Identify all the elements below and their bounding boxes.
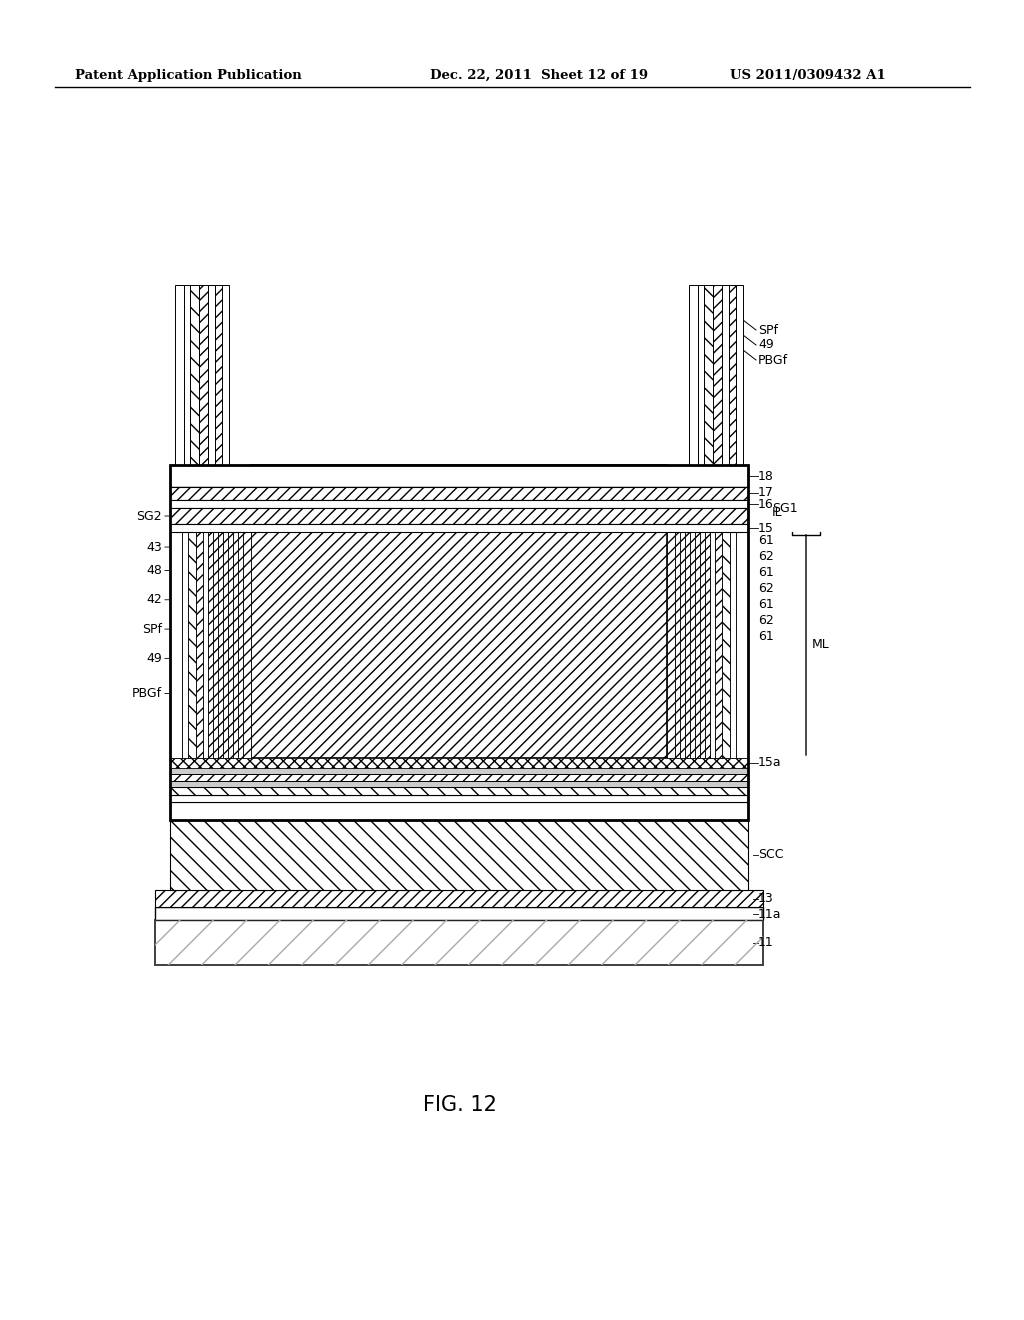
Text: 61: 61 (758, 533, 774, 546)
Bar (170, 508, 748, 524)
Bar (710, 465, 715, 758)
Text: 61: 61 (758, 565, 774, 578)
Text: SCC: SCC (758, 849, 783, 862)
Text: 49: 49 (758, 338, 774, 351)
Bar (182, 465, 188, 758)
Text: 11: 11 (758, 936, 774, 949)
Text: 49: 49 (146, 652, 162, 665)
Bar (685, 465, 690, 758)
Bar (736, 465, 748, 758)
Text: 18: 18 (758, 470, 774, 483)
Text: IL: IL (772, 506, 782, 519)
Bar (170, 465, 748, 820)
Text: SG2: SG2 (136, 510, 162, 523)
Text: 16: 16 (758, 498, 774, 511)
Bar (188, 465, 196, 758)
Text: 61: 61 (758, 598, 774, 610)
Bar (155, 920, 763, 965)
Bar (215, 285, 222, 465)
Text: 15: 15 (758, 521, 774, 535)
Bar (689, 285, 698, 465)
Bar (208, 285, 215, 465)
Text: 13: 13 (758, 892, 774, 906)
Text: 62: 62 (758, 614, 774, 627)
Bar (680, 465, 685, 758)
Bar (170, 487, 748, 500)
Bar (170, 781, 748, 787)
Bar (196, 465, 203, 758)
Bar (155, 920, 763, 965)
Bar (695, 465, 700, 758)
Bar (170, 820, 748, 890)
Bar (190, 285, 199, 465)
Bar (667, 465, 675, 758)
Bar (170, 787, 748, 795)
Text: 43: 43 (146, 541, 162, 553)
Bar (213, 465, 218, 758)
Bar (705, 285, 713, 465)
Text: 48: 48 (146, 564, 162, 577)
Text: 42: 42 (146, 593, 162, 606)
Bar (170, 465, 748, 487)
Text: 61: 61 (758, 630, 774, 643)
Bar (155, 907, 763, 920)
Bar (170, 500, 748, 508)
Bar (208, 465, 213, 758)
Bar (730, 465, 736, 758)
Bar (705, 465, 710, 758)
Bar (675, 465, 680, 758)
Text: Patent Application Publication: Patent Application Publication (75, 69, 302, 82)
Text: SG1: SG1 (772, 502, 798, 515)
Text: PBGf: PBGf (758, 354, 788, 367)
Text: SPf: SPf (142, 623, 162, 636)
Bar (170, 758, 748, 768)
Bar (251, 465, 667, 758)
Bar (722, 285, 729, 465)
Bar (228, 465, 233, 758)
Text: FIG. 12: FIG. 12 (423, 1096, 497, 1115)
Bar (170, 774, 748, 781)
Text: Dec. 22, 2011  Sheet 12 of 19: Dec. 22, 2011 Sheet 12 of 19 (430, 69, 648, 82)
Text: US 2011/0309432 A1: US 2011/0309432 A1 (730, 69, 886, 82)
Bar (700, 465, 705, 758)
Bar (238, 465, 243, 758)
Bar (170, 795, 748, 803)
Bar (729, 285, 736, 465)
Bar (223, 465, 228, 758)
Bar (155, 890, 763, 907)
Bar (170, 465, 182, 758)
Bar (233, 465, 238, 758)
Bar (218, 465, 223, 758)
Bar (175, 285, 184, 465)
Bar (170, 524, 748, 532)
Bar (698, 285, 705, 465)
Bar (690, 465, 695, 758)
Text: 15a: 15a (758, 756, 781, 770)
Text: SPf: SPf (758, 323, 778, 337)
Bar (715, 465, 722, 758)
Bar (184, 285, 190, 465)
Text: ML: ML (812, 639, 829, 652)
Bar (170, 803, 748, 820)
Text: 62: 62 (758, 582, 774, 594)
Bar (736, 285, 743, 465)
Text: PBGf: PBGf (132, 686, 162, 700)
Text: 62: 62 (758, 549, 774, 562)
Bar (243, 465, 251, 758)
Text: 17: 17 (758, 487, 774, 499)
Bar (722, 465, 730, 758)
Bar (170, 768, 748, 774)
Bar (203, 465, 208, 758)
Text: 11a: 11a (758, 908, 781, 920)
Bar (713, 285, 722, 465)
Bar (199, 285, 208, 465)
Bar (222, 285, 229, 465)
